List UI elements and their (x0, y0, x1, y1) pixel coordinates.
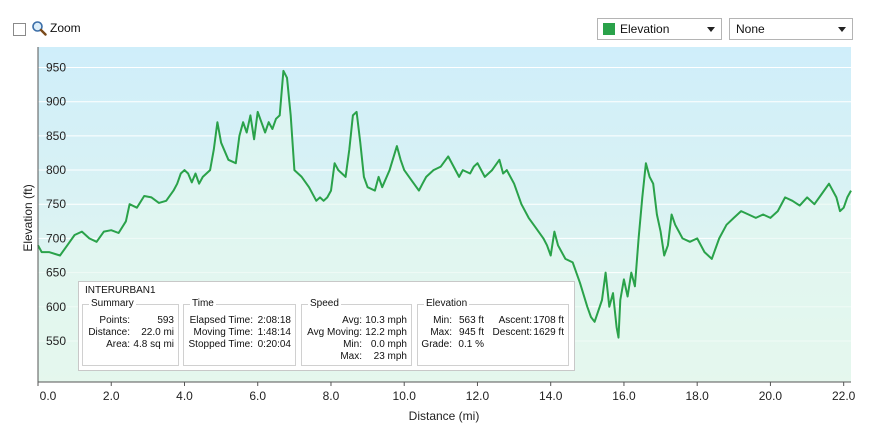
summary-heading: Summary (89, 298, 136, 309)
speed-heading: Speed (308, 298, 341, 309)
x-tick-label: 2.0 (103, 389, 120, 403)
y-tick-label: 750 (46, 197, 66, 211)
elevation-label: Grade: (421, 339, 452, 350)
time-label: Stopped Time: (188, 339, 253, 350)
time-row: Moving Time: 1:48:14 (184, 327, 297, 339)
speed-label: Min: (343, 339, 362, 350)
y-tick-label: 850 (46, 129, 66, 143)
y-tick-label: 900 (46, 95, 66, 109)
elevation-value: 1629 ft (533, 327, 564, 338)
chevron-down-icon (707, 27, 715, 32)
speed-row: Avg Moving: 12.2 mph (302, 327, 413, 339)
speed-value: 10.3 mph (365, 315, 407, 326)
summary-value: 22.0 mi (141, 327, 174, 338)
zoom-checkbox[interactable] (13, 23, 26, 36)
x-tick-label: 16.0 (612, 389, 636, 403)
speed-value: 23 mph (373, 351, 407, 362)
speed-group: Speed Avg: 10.3 mph Avg Moving: 12.2 mph… (301, 298, 413, 366)
x-tick-labels: 0.0 2.0 4.0 6.0 8.0 10.0 12.0 14.0 16.0 18.0 20.0 2… (40, 389, 856, 403)
summary-value: 4.8 sq mi (133, 339, 174, 350)
zoom-label[interactable]: Zoom (50, 21, 81, 35)
y-tick-label: 650 (46, 266, 66, 280)
series-select-value: Elevation (620, 22, 670, 36)
summary-row: Area: 4.8 sq mi (83, 339, 180, 351)
speed-label: Avg: (342, 315, 362, 326)
x-tick-label: 12.0 (466, 389, 490, 403)
y-tick-label: 800 (46, 163, 66, 177)
series-color-swatch (603, 23, 615, 35)
elevation-row: Min: 563 ft Ascent: 1708 ft (418, 315, 570, 327)
elevation-value: 1708 ft (533, 315, 564, 326)
speed-row: Avg: 10.3 mph (302, 315, 413, 327)
time-row: Stopped Time: 0:20:04 (184, 339, 297, 351)
elevation-label: Max: (430, 327, 452, 338)
x-tick-label: 20.0 (759, 389, 783, 403)
toolbar: Zoom Elevation None (0, 0, 872, 44)
speed-row: Min: 0.0 mph (302, 339, 413, 351)
y-tick-label: 700 (46, 231, 66, 245)
y-axis-label: Elevation (ft) (21, 184, 35, 251)
elevation-value: 0.1 % (458, 339, 484, 350)
y-tick-label: 950 (46, 61, 66, 75)
speed-value: 12.2 mph (365, 327, 407, 338)
route-name: INTERURBAN1 (85, 285, 156, 296)
x-tick-label: 22.0 (832, 389, 856, 403)
time-value: 0:20:04 (257, 339, 291, 350)
summary-row: Distance: 22.0 mi (83, 327, 180, 339)
secondary-select-value: None (736, 22, 765, 36)
time-value: 1:48:14 (257, 327, 291, 338)
y-tick-label: 550 (46, 334, 66, 348)
speed-row: Max: 23 mph (302, 351, 413, 363)
magnifier-icon (32, 21, 47, 36)
summary-group: Summary Points: 593 Distance: 22.0 mi Ar… (82, 298, 180, 366)
x-tick-label: 6.0 (249, 389, 266, 403)
time-label: Moving Time: (193, 327, 253, 338)
x-tick-label: 0.0 (40, 389, 57, 403)
summary-label: Points: (99, 315, 130, 326)
summary-row: Points: 593 (83, 315, 180, 327)
time-heading: Time (190, 298, 216, 309)
y-tick-label: 600 (46, 300, 66, 314)
summary-label: Distance: (88, 327, 130, 338)
speed-label: Avg Moving: (307, 327, 362, 338)
elevation-heading: Elevation (424, 298, 470, 309)
time-value: 2:08:18 (257, 315, 291, 326)
x-axis-label: Distance (mi) (409, 409, 480, 423)
elevation-line (37, 69, 852, 339)
secondary-select[interactable]: None (729, 18, 853, 40)
chevron-down-icon (838, 27, 846, 32)
elevation-value: 563 ft (458, 315, 484, 326)
speed-value: 0.0 mph (370, 339, 407, 350)
elevation-group: Elevation Min: 563 ft Ascent: 1708 ft Ma… (417, 298, 570, 366)
x-tick-label: 10.0 (393, 389, 417, 403)
elevation-row: Grade: 0.1 % (418, 339, 570, 351)
elevation-row: Max: 945 ft Descent: 1629 ft (418, 327, 570, 339)
elevation-label: Descent: (492, 327, 532, 338)
summary-value: 593 (157, 315, 174, 326)
summary-label: Area: (106, 339, 130, 350)
speed-label: Max: (340, 351, 362, 362)
x-tick-label: 8.0 (323, 389, 340, 403)
elevation-label: Min: (433, 315, 452, 326)
time-row: Elapsed Time: 2:08:18 (184, 315, 297, 327)
series-select[interactable]: Elevation (597, 18, 722, 40)
elevation-value: 945 ft (458, 327, 484, 338)
x-tick-label: 18.0 (686, 389, 710, 403)
time-group: Time Elapsed Time: 2:08:18 Moving Time: … (183, 298, 297, 366)
y-tick-labels: 950 900 850 800 750 700 650 600 550 (46, 61, 66, 348)
route-summary-panel: INTERURBAN1 Summary Points: 593 Distance… (78, 281, 575, 371)
elevation-label: Ascent: (498, 315, 532, 326)
x-tick-label: 4.0 (176, 389, 193, 403)
time-label: Elapsed Time: (189, 315, 253, 326)
x-tick-label: 14.0 (539, 389, 563, 403)
